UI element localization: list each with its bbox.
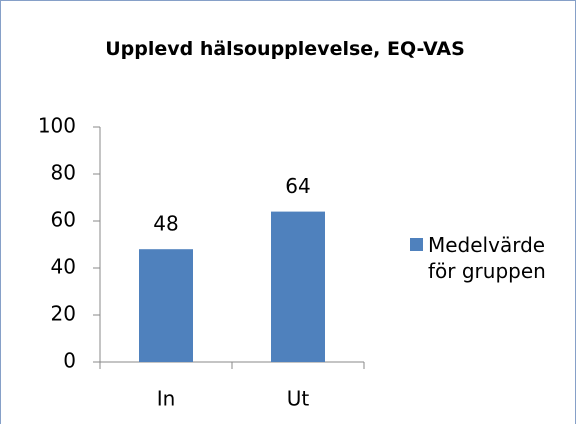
y-tick-label: 100 <box>38 114 76 138</box>
y-tick-label: 80 <box>51 161 76 185</box>
bar <box>139 249 193 362</box>
legend-swatch <box>410 238 423 251</box>
data-label: 64 <box>285 174 310 198</box>
x-tick-label: In <box>157 387 176 411</box>
y-tick-label: 20 <box>51 302 76 326</box>
bar <box>271 211 325 362</box>
chart-title: Upplevd hälsoupplevelse, EQ-VAS <box>105 38 465 60</box>
y-tick-label: 40 <box>51 255 76 279</box>
x-tick-label: Ut <box>287 387 310 411</box>
y-tick-label: 0 <box>63 349 76 373</box>
legend-label: Medelvärde för gruppen <box>428 233 546 283</box>
y-tick-label: 60 <box>51 208 76 232</box>
data-label: 48 <box>153 212 178 236</box>
